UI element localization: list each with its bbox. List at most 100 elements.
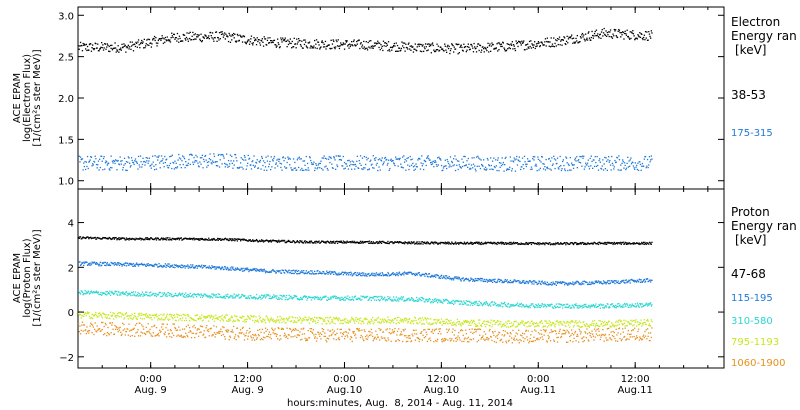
data-point	[244, 321, 246, 323]
data-point	[92, 262, 94, 264]
data-point	[270, 169, 272, 171]
data-point	[359, 317, 362, 319]
data-point	[243, 269, 246, 271]
data-point	[116, 169, 118, 171]
data-point	[241, 270, 244, 272]
data-point	[116, 50, 119, 52]
data-point	[254, 39, 256, 42]
data-point	[537, 242, 539, 244]
data-point	[150, 167, 152, 169]
data-point	[220, 31, 222, 33]
data-point	[516, 155, 518, 158]
data-point	[206, 296, 209, 298]
data-point	[423, 273, 425, 276]
data-point	[359, 43, 362, 45]
data-point	[185, 292, 187, 294]
data-point	[306, 320, 309, 322]
data-point	[250, 295, 252, 297]
data-point	[190, 317, 193, 319]
data-point	[266, 317, 269, 319]
data-point	[280, 319, 282, 321]
data-point	[442, 277, 444, 279]
data-point	[560, 40, 562, 42]
data-point	[85, 43, 87, 46]
data-point	[604, 281, 606, 283]
data-point	[181, 239, 183, 241]
data-point	[167, 318, 169, 320]
data-point	[650, 243, 652, 245]
data-point	[177, 38, 179, 40]
data-point	[116, 262, 119, 264]
data-point	[476, 242, 478, 244]
data-point	[511, 44, 513, 46]
data-point	[433, 300, 435, 302]
data-point	[153, 314, 155, 316]
data-point	[358, 39, 360, 41]
data-point	[148, 314, 151, 316]
data-point	[335, 168, 337, 170]
data-point	[543, 242, 545, 244]
data-point	[178, 237, 180, 240]
data-point	[326, 240, 328, 242]
data-point	[501, 157, 503, 159]
data-point	[430, 302, 432, 304]
data-point	[572, 306, 575, 308]
data-point	[512, 160, 514, 162]
data-point	[534, 280, 536, 282]
data-point	[266, 39, 269, 42]
data-point	[139, 237, 142, 239]
data-point	[325, 242, 327, 244]
data-point	[308, 322, 311, 324]
data-point	[470, 243, 473, 245]
data-point	[635, 166, 637, 168]
data-point	[491, 242, 493, 244]
data-point	[218, 238, 220, 240]
data-point	[202, 167, 204, 169]
data-point	[567, 38, 570, 40]
data-point	[226, 164, 228, 166]
data-point	[243, 316, 245, 318]
data-point	[152, 293, 154, 295]
data-point	[562, 281, 564, 283]
data-point	[217, 237, 219, 240]
data-point	[199, 316, 201, 318]
data-point	[633, 167, 635, 169]
data-point	[109, 166, 112, 169]
data-point	[245, 159, 247, 161]
data-point	[512, 48, 514, 50]
data-point	[134, 265, 137, 267]
data-point	[501, 45, 503, 48]
data-point	[85, 237, 87, 239]
data-point	[88, 43, 91, 46]
data-point	[171, 314, 173, 316]
data-point	[90, 264, 92, 266]
data-point	[544, 166, 546, 168]
data-point	[215, 239, 217, 241]
data-point	[556, 243, 558, 245]
data-point	[162, 293, 165, 296]
data-point	[291, 241, 293, 243]
data-point	[176, 167, 178, 169]
data-point	[170, 295, 172, 297]
data-point	[198, 317, 200, 320]
data-point	[351, 160, 353, 162]
data-point	[319, 317, 321, 319]
data-point	[211, 163, 213, 165]
data-point	[409, 299, 411, 301]
data-point	[332, 271, 334, 273]
data-point	[625, 242, 627, 244]
data-point	[465, 243, 467, 245]
data-point	[495, 47, 497, 49]
data-point	[236, 318, 239, 321]
data-point	[239, 166, 241, 168]
data-point	[511, 281, 513, 283]
data-point	[185, 237, 187, 239]
data-point	[606, 306, 608, 308]
data-point	[125, 265, 128, 267]
data-point	[402, 273, 404, 275]
data-point	[266, 294, 268, 296]
data-point	[502, 41, 504, 43]
data-point	[254, 270, 256, 272]
data-point	[256, 37, 258, 39]
data-point	[167, 239, 170, 241]
